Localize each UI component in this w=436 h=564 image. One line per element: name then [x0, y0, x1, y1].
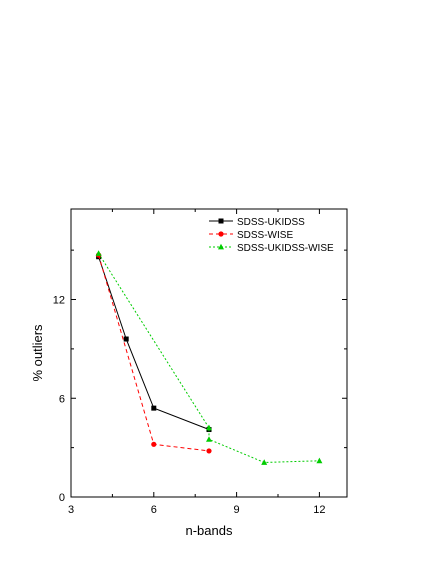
- x-tick-label: 9: [234, 504, 240, 516]
- legend-entry: SDSS-WISE: [237, 230, 293, 241]
- legend: SDSS-UKIDSS SDSS-WISE SDSS-UKIDSS-WISE: [209, 217, 334, 254]
- axes: 3 6 9 12 0 6 12: [53, 208, 348, 516]
- legend-entry: SDSS-UKIDSS-WISE: [237, 243, 334, 254]
- x-tick-label: 6: [151, 504, 157, 516]
- legend-entry: SDSS-UKIDSS: [237, 217, 305, 228]
- series-line: [98, 253, 320, 463]
- y-tick-label: 6: [59, 393, 65, 405]
- series-2: [95, 250, 323, 465]
- data-point: [151, 405, 157, 411]
- data-point: [206, 424, 212, 431]
- plot-frame: [70, 208, 348, 498]
- data-point: [316, 457, 323, 464]
- legend-marker: [218, 231, 224, 237]
- y-tick-label: 0: [59, 492, 65, 504]
- data-point: [151, 441, 157, 447]
- data-point: [95, 250, 102, 256]
- data-point: [206, 436, 212, 442]
- series-layer: [95, 250, 323, 465]
- legend-marker: [218, 243, 224, 250]
- x-axis-label: n-bands: [186, 523, 233, 538]
- x-tick-label: 12: [313, 504, 325, 516]
- data-point: [206, 448, 212, 454]
- series-0: [96, 254, 212, 433]
- x-tick-label: 3: [68, 504, 74, 516]
- data-point: [123, 336, 129, 342]
- series-line: [98, 254, 210, 452]
- y-tick-label: 12: [53, 295, 65, 307]
- legend-marker: [218, 218, 224, 224]
- series-line: [98, 256, 210, 430]
- y-axis-label: % outliers: [30, 324, 45, 382]
- data-point: [261, 459, 268, 465]
